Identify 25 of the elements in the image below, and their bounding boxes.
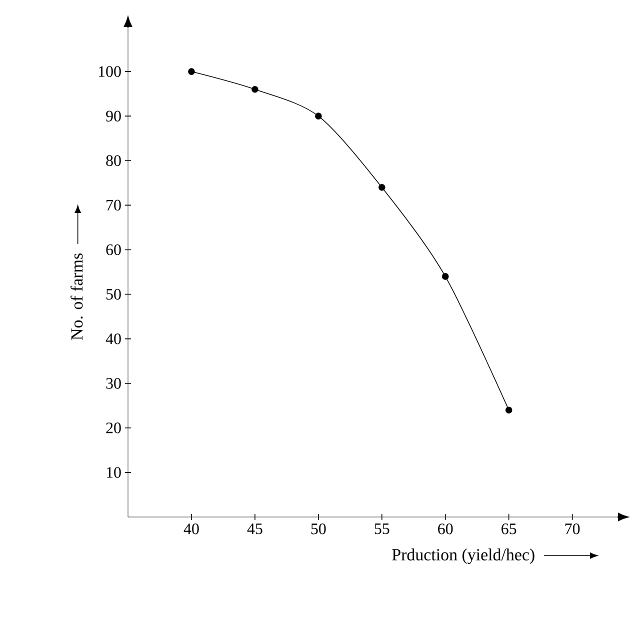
point: [188, 68, 195, 75]
x-tick-label: 55: [374, 524, 390, 534]
x-tick-label: 40: [184, 524, 199, 534]
y-tick-label: 90: [106, 110, 121, 122]
y-tick-label: 30: [106, 378, 121, 389]
y-tick-label: 70: [106, 200, 121, 211]
x-tick-label: 60: [438, 524, 453, 534]
x-tick-label: 70: [565, 524, 580, 534]
y-axis-title: No. of farms: [70, 254, 83, 340]
point: [315, 112, 322, 120]
point: [378, 184, 386, 191]
point: [252, 86, 258, 93]
x-axis-title: Prduction (yield/hec): [392, 548, 534, 564]
x-tick-label: 65: [502, 524, 516, 534]
x-tick-label: 50: [311, 524, 326, 534]
point: [442, 273, 449, 280]
y-tick-label: 100: [98, 66, 121, 77]
y-tick-label: 10: [106, 467, 121, 478]
y-tick-label: 80: [106, 155, 121, 166]
y-tick-label: 40: [106, 333, 121, 344]
point: [505, 406, 512, 414]
y-tick-label: 60: [106, 244, 121, 256]
y-tick-label: 20: [106, 422, 121, 434]
x-tick-label: 45: [247, 524, 262, 534]
y-tick-label: 50: [106, 288, 121, 300]
